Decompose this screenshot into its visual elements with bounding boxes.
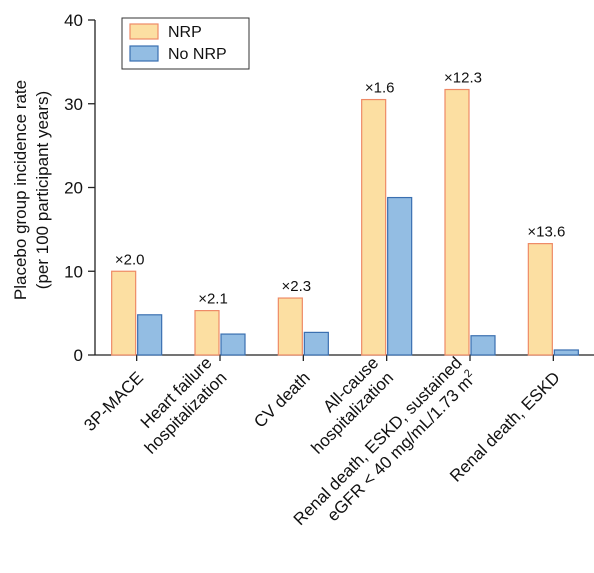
bars xyxy=(111,88,579,356)
bar-no-nrp xyxy=(220,333,246,356)
legend: NRP No NRP xyxy=(121,17,250,70)
ratio-label: ×12.3 xyxy=(444,70,482,87)
bar-nrp xyxy=(277,297,303,356)
y-tick-label: 20 xyxy=(64,179,83,198)
legend-label: NRP xyxy=(168,24,202,41)
bar-nrp xyxy=(194,310,220,356)
y-axis-label-line: (per 100 participant years) xyxy=(33,91,52,289)
ratio-label: ×1.6 xyxy=(365,80,395,97)
bar-nrp xyxy=(444,88,470,356)
y-tick-label: 10 xyxy=(64,262,83,281)
ratio-label: ×2.0 xyxy=(115,251,145,268)
bar-no-nrp xyxy=(470,335,496,356)
bar-no-nrp xyxy=(553,349,579,356)
legend-swatch xyxy=(129,23,159,40)
y-tick-label: 0 xyxy=(74,346,83,365)
bar-nrp xyxy=(361,98,387,356)
bar-nrp xyxy=(111,270,137,356)
y-tick-label: 30 xyxy=(64,95,83,114)
bar-no-nrp xyxy=(387,196,413,356)
legend-label: No NRP xyxy=(168,46,227,63)
category-label: 3P-MACE xyxy=(80,368,147,435)
ratio-label: ×13.6 xyxy=(527,224,565,241)
ratio-label: ×2.3 xyxy=(282,278,312,295)
y-axis-label: Placebo group incidence rate (per 100 par… xyxy=(11,80,52,300)
category-label-line: CV death xyxy=(250,368,314,432)
category-label-line: 3P-MACE xyxy=(80,368,147,435)
bar-no-nrp xyxy=(303,331,329,356)
y-axis-label-line: Placebo group incidence rate xyxy=(11,80,30,300)
legend-swatch xyxy=(129,45,159,62)
y-tick-label: 40 xyxy=(64,11,83,30)
bar-no-nrp xyxy=(137,314,163,356)
ratio-label: ×2.1 xyxy=(198,291,228,308)
axes: 0 10 20 30 40 xyxy=(64,11,594,365)
category-label: CV death xyxy=(250,368,314,432)
ratio-labels: ×2.0 ×2.1 ×2.3 ×1.6 ×12.3 ×13.6 xyxy=(115,70,565,308)
bar-nrp xyxy=(527,243,553,356)
